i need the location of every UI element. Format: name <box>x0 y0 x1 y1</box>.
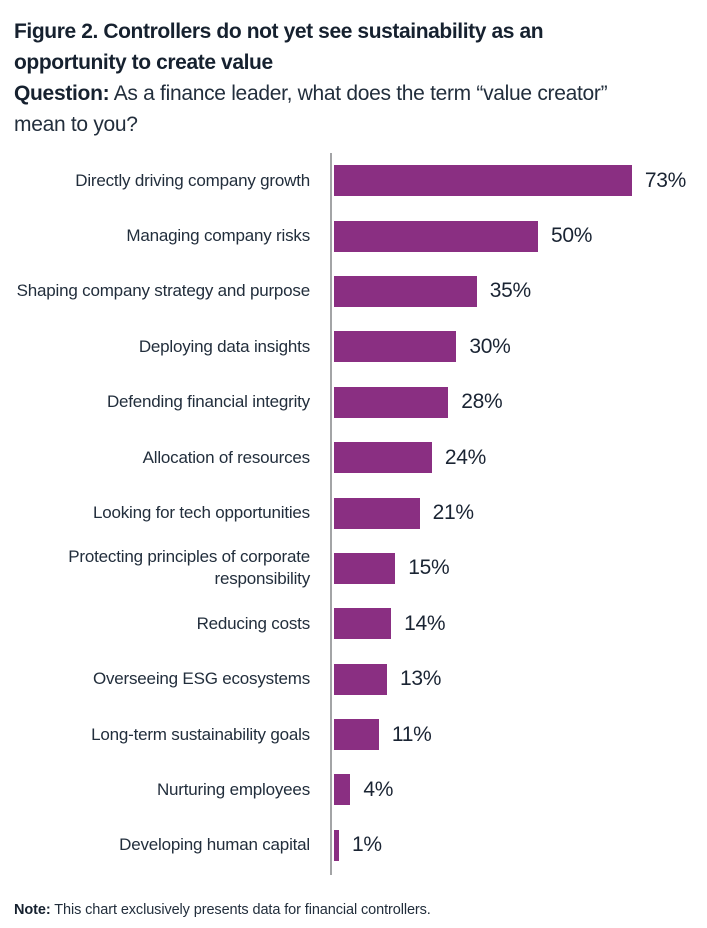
question-text: Question: As a finance leader, what does… <box>14 78 693 140</box>
value-label: 15% <box>408 556 450 580</box>
question-line2: mean to you? <box>14 113 138 136</box>
chart-row: Reducing costs 14% <box>14 596 693 651</box>
value-bar <box>334 165 632 197</box>
category-label: Shaping company strategy and purpose <box>16 281 311 301</box>
value-label: 1% <box>352 833 382 857</box>
figure-title-line2: opportunity to create value <box>14 51 273 74</box>
bar-track: 73% <box>330 153 693 208</box>
category-label: Directly driving company growth <box>75 170 310 190</box>
bar-track: 50% <box>330 208 693 263</box>
figure-title: Figure 2. Controllers do not yet see sus… <box>14 16 693 78</box>
chart-row: Managing company risks 50% <box>14 208 693 263</box>
chart-row: Shaping company strategy and purpose 35% <box>14 264 693 319</box>
bar-track: 15% <box>330 541 693 596</box>
chart-row: Protecting principles of corporate respo… <box>14 541 693 596</box>
value-label: 28% <box>461 390 503 414</box>
category-label: Managing company risks <box>126 226 310 246</box>
chart-row: Overseeing ESG ecosystems 13% <box>14 652 693 707</box>
category-label: Protecting principles of corporate respo… <box>68 547 310 589</box>
value-label: 11% <box>391 722 432 746</box>
value-bar <box>334 442 432 474</box>
bar-track: 11% <box>330 707 693 762</box>
question-line1: As a finance leader, what does the term … <box>113 82 608 105</box>
value-label: 50% <box>551 224 593 248</box>
value-bar <box>334 829 339 861</box>
category-label: Defending financial integrity <box>106 392 310 412</box>
category-label: Looking for tech opportunities <box>92 503 310 523</box>
value-bar <box>334 552 396 584</box>
chart-note: Note: This chart exclusively presents da… <box>14 901 693 920</box>
value-bar <box>334 220 538 252</box>
value-bar <box>334 663 388 695</box>
value-bar <box>334 275 477 307</box>
bar-track: 13% <box>330 652 693 707</box>
category-label: Overseeing ESG ecosystems <box>92 669 310 689</box>
value-label: 21% <box>432 501 474 525</box>
category-label: Long-term sustainability goals <box>91 724 310 744</box>
value-bar <box>334 497 420 529</box>
bar-track: 24% <box>330 430 693 485</box>
category-label: Developing human capital <box>119 835 310 855</box>
chart-row: Allocation of resources 24% <box>14 430 693 485</box>
bar-track: 30% <box>330 319 693 374</box>
bar-track: 21% <box>330 485 693 540</box>
value-label: 24% <box>444 445 487 469</box>
bar-track: 4% <box>330 762 693 817</box>
bar-track: 28% <box>330 375 693 430</box>
question-label: Question: <box>14 82 110 105</box>
value-label: 73% <box>644 168 686 192</box>
category-label: Deploying data insights <box>138 336 310 356</box>
value-label: 35% <box>489 279 531 303</box>
note-label: Note: <box>14 902 51 919</box>
value-label: 14% <box>404 611 446 635</box>
category-label: Nurturing employees <box>156 779 310 799</box>
category-label: Allocation of resources <box>142 447 311 467</box>
chart-row: Defending financial integrity 28% <box>14 375 693 430</box>
value-bar <box>334 608 392 640</box>
bar-track: 1% <box>330 818 693 873</box>
bar-chart: Directly driving company growth 73% Managi… <box>14 153 693 875</box>
value-label: 4% <box>363 777 394 801</box>
value-label: 30% <box>469 334 511 358</box>
value-bar <box>334 331 457 363</box>
value-bar <box>334 719 379 751</box>
chart-row: Deploying data insights 30% <box>14 319 693 374</box>
bar-chart-rows: Directly driving company growth 73% Managi… <box>14 153 693 873</box>
bar-track: 35% <box>330 264 693 319</box>
value-bar <box>334 774 351 806</box>
chart-row: Nurturing employees 4% <box>14 762 693 817</box>
value-bar <box>334 386 449 418</box>
category-label: Reducing costs <box>196 613 311 633</box>
y-axis-line <box>330 153 332 875</box>
bar-track: 14% <box>330 596 693 651</box>
figure-title-line1: Figure 2. Controllers do not yet see sus… <box>14 20 544 43</box>
chart-row: Long-term sustainability goals 11% <box>14 707 693 762</box>
note-text: This chart exclusively presents data for… <box>54 902 431 919</box>
chart-row: Developing human capital 1% <box>14 818 693 873</box>
chart-row: Looking for tech opportunities 21% <box>14 485 693 540</box>
value-label: 13% <box>400 667 442 691</box>
chart-row: Directly driving company growth 73% <box>14 153 693 208</box>
